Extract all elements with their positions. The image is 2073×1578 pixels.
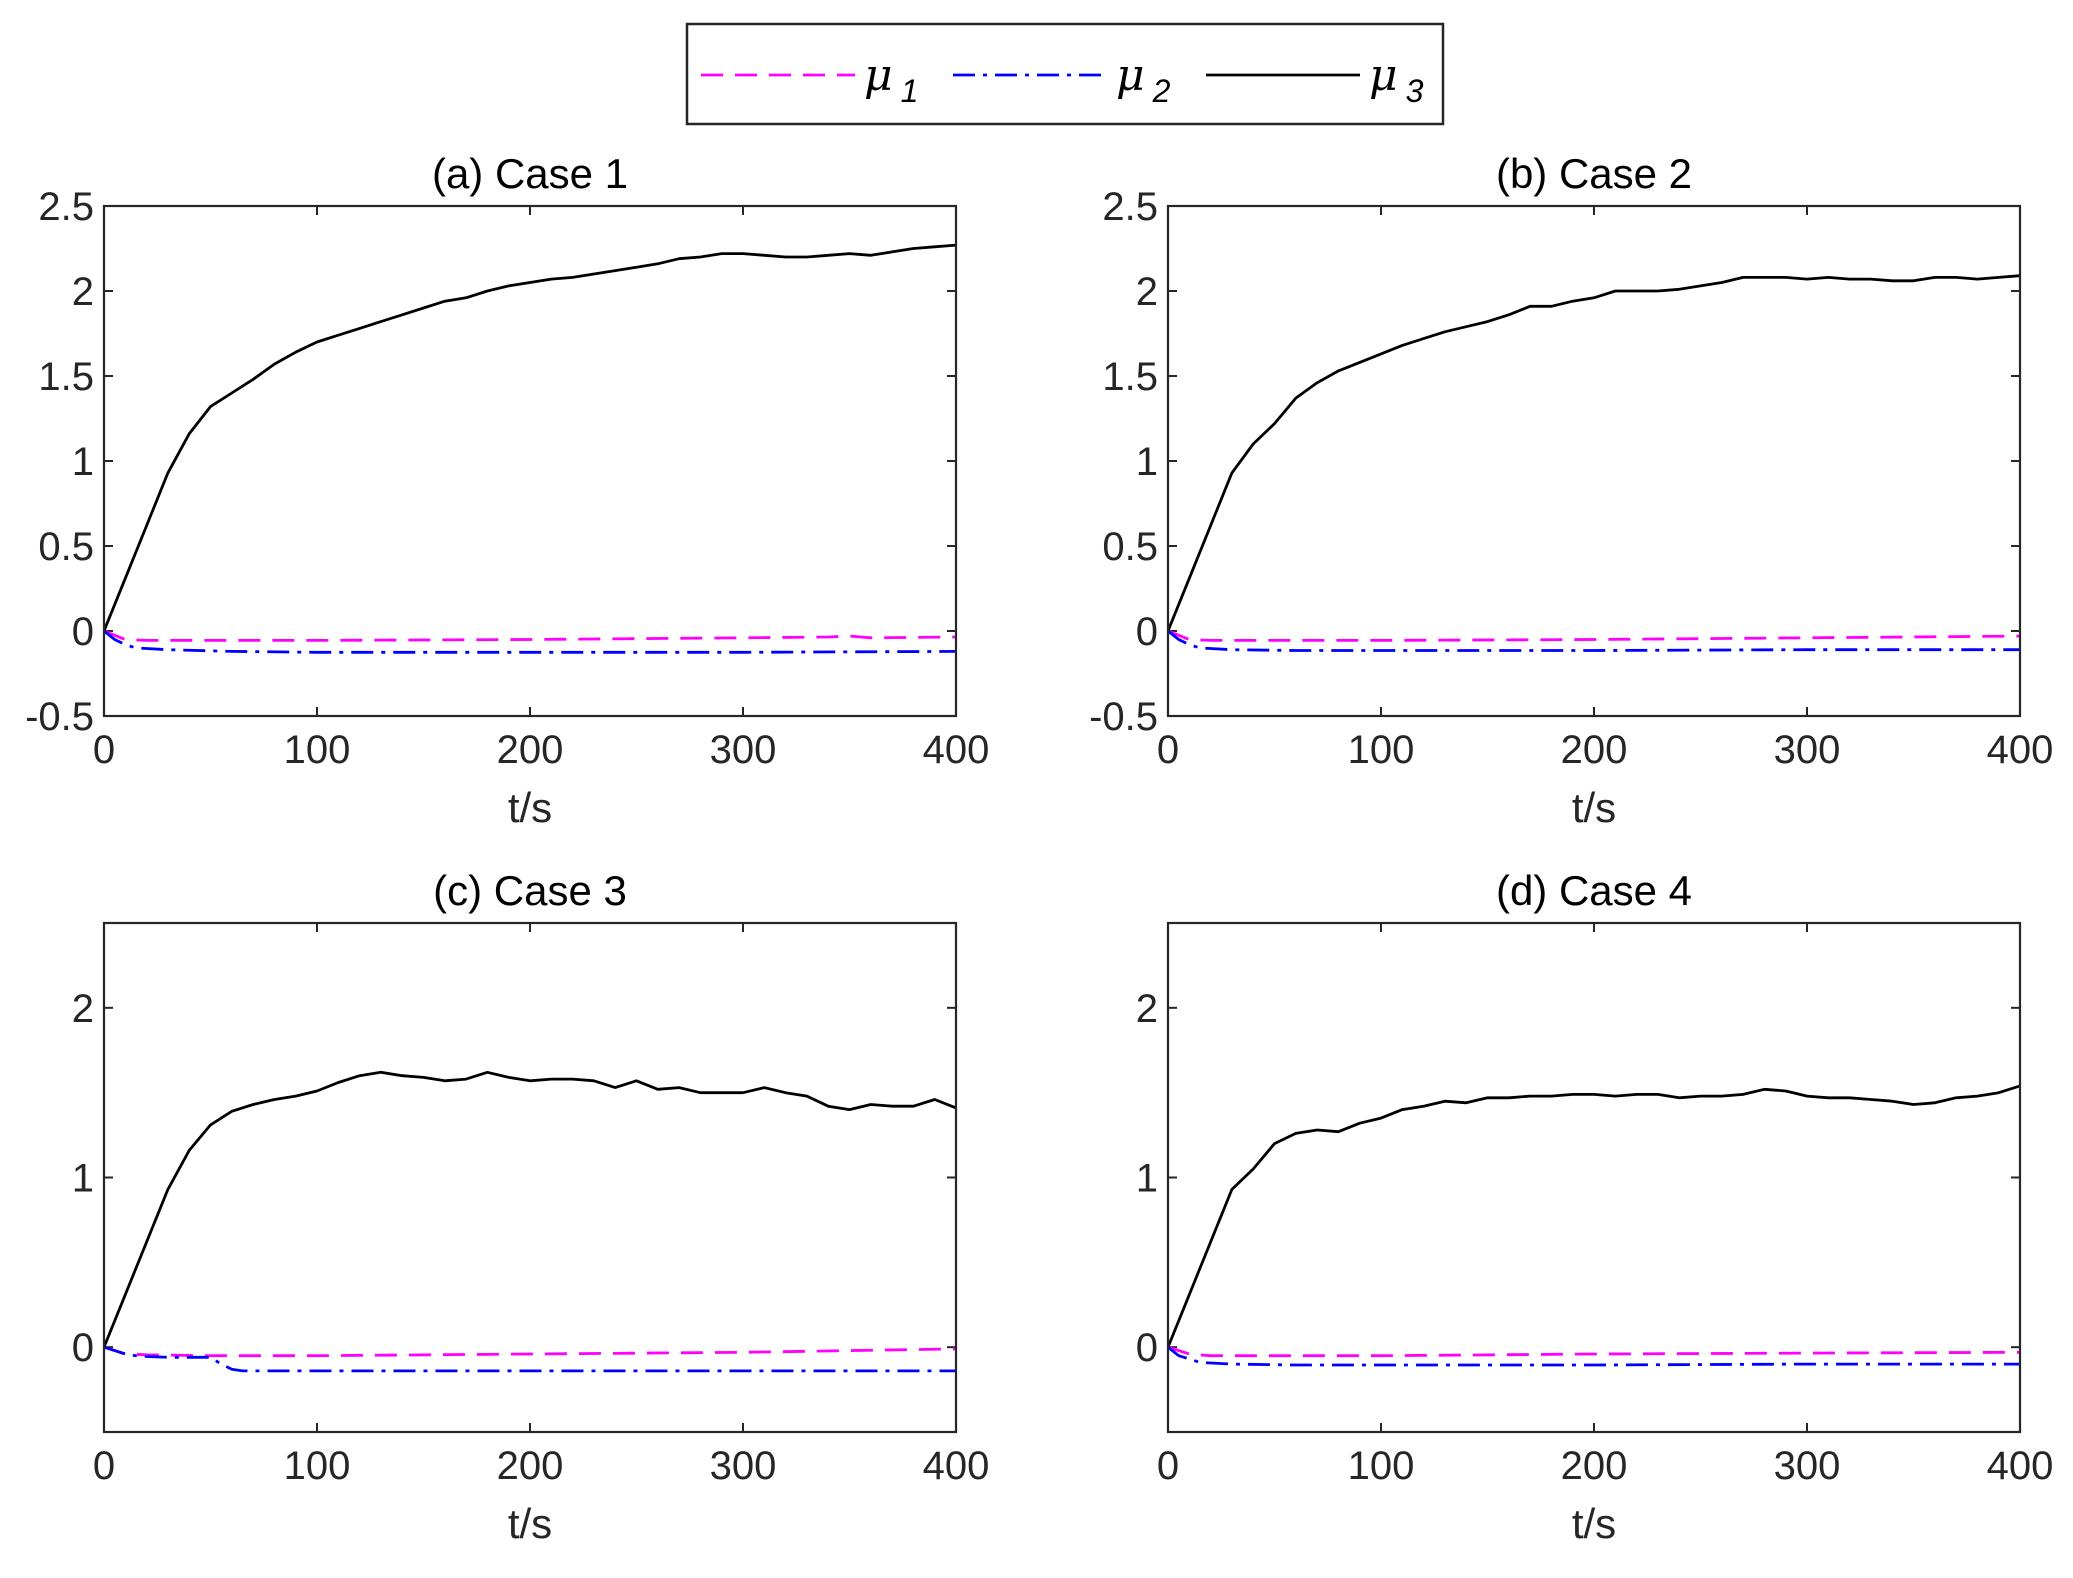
plot-area (104, 923, 956, 1432)
series-line-mu2 (1168, 1346, 2020, 1367)
x-tick-label: 400 (923, 1444, 990, 1488)
x-tick-label: 200 (497, 1444, 564, 1488)
x-tick-label: 200 (497, 728, 564, 772)
y-tick-label: 2.5 (1102, 185, 1158, 229)
x-tick-label: 400 (923, 728, 990, 772)
x-tick-label: 100 (1348, 728, 1415, 772)
y-tick-label: 2 (72, 987, 94, 1031)
axes-frame (102, 921, 958, 1434)
plot-area (1168, 206, 2020, 716)
axes-frame (102, 204, 958, 718)
y-tick-label: 1 (72, 1157, 94, 1201)
y-tick-label: 1 (72, 440, 94, 484)
series-group (1168, 274, 2020, 652)
panel-title: (a) Case 1 (432, 150, 628, 197)
y-tick-label: 0 (1136, 1326, 1158, 1370)
series-line-mu2 (1168, 629, 2020, 652)
x-axis-label: t/s (1572, 1500, 1616, 1547)
x-tick-label: 400 (1987, 1444, 2054, 1488)
x-tick-label: 300 (1774, 1444, 1841, 1488)
y-tick-label: 2.5 (38, 185, 94, 229)
panel-title: (c) Case 3 (433, 867, 627, 914)
panel-case-2: 0 100 200 300 400-0.500.511.522.5(b) Case 2t… (1089, 150, 2053, 831)
y-tick-label: 1.5 (38, 355, 94, 399)
y-tick-label: 2 (1136, 270, 1158, 314)
panel-case-3: 0 100 200 300 400 0 1 2 (c) Case 3 t/s (72, 867, 990, 1547)
plot-area (1168, 923, 2020, 1432)
x-tick-label: 100 (1348, 1444, 1415, 1488)
x-tick-label: 0 (1157, 728, 1179, 772)
x-tick-label: 100 (284, 728, 351, 772)
series-line-mu3 (1168, 1084, 2020, 1348)
panel-title: (b) Case 2 (1496, 150, 1692, 197)
y-tick-label: -0.5 (25, 695, 94, 739)
x-tick-label: 0 (93, 1444, 115, 1488)
axes-frame (1166, 921, 2022, 1434)
y-tick-label: 0.5 (1102, 525, 1158, 569)
x-tick-label: 0 (1157, 1444, 1179, 1488)
panel-case-4: 0 100 200 300 400 0 1 2 (d) Case 4 t/s (1136, 867, 2054, 1547)
y-tick-label: 2 (1136, 987, 1158, 1031)
panel-case-1: 0 100 200 300 400-0.500.511.522.5(a) Case 1t… (25, 150, 989, 831)
y-tick-label: -0.5 (1089, 695, 1158, 739)
x-axis-label: t/s (1572, 784, 1616, 831)
y-tick-label: 0 (72, 1326, 94, 1370)
y-tick-label: 1 (1136, 440, 1158, 484)
series-line-mu3 (104, 1070, 956, 1348)
x-tick-label: 400 (1987, 728, 2054, 772)
x-tick-label: 0 (93, 728, 115, 772)
y-tick-label: 0.5 (38, 525, 94, 569)
x-axis-label: t/s (508, 784, 552, 831)
x-tick-label: 200 (1561, 728, 1628, 772)
x-tick-label: 300 (710, 1444, 777, 1488)
series-line-mu3 (1168, 274, 2020, 632)
series-line-mu2 (104, 629, 956, 654)
panel-title: (d) Case 4 (1496, 867, 1692, 914)
x-tick-label: 300 (1774, 728, 1841, 772)
x-tick-label: 200 (1561, 1444, 1628, 1488)
x-axis-label: t/s (508, 1500, 552, 1547)
axes-frame (1166, 204, 2022, 718)
y-tick-label: 0 (72, 610, 94, 654)
x-tick-label: 100 (284, 1444, 351, 1488)
series-group (1168, 1084, 2020, 1367)
series-line-mu1 (104, 629, 956, 642)
series-group (104, 243, 956, 654)
y-tick-label: 1.5 (1102, 355, 1158, 399)
x-tick-label: 300 (710, 728, 777, 772)
y-tick-label: 0 (1136, 610, 1158, 654)
y-tick-label: 2 (72, 270, 94, 314)
y-tick-label: 1 (1136, 1157, 1158, 1201)
series-line-mu3 (104, 243, 956, 632)
series-group (104, 1070, 956, 1373)
plot-area (104, 206, 956, 716)
